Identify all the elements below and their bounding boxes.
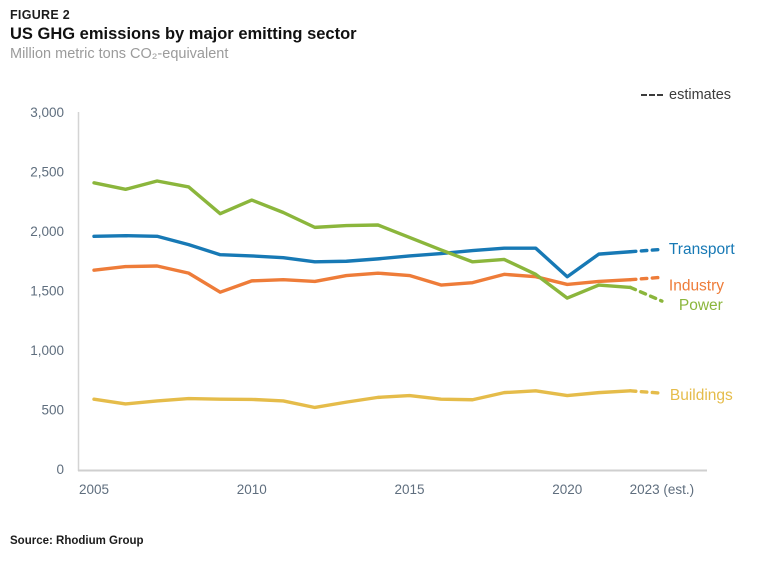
series-line-power: [92, 179, 633, 300]
figure-subtitle: Million metric tons CO₂-equivalent: [10, 46, 229, 62]
estimates-legend: estimates: [641, 87, 731, 103]
series-label-buildings: Buildings: [670, 387, 733, 404]
series-label-power: Power: [679, 297, 723, 314]
series-line-buildings: [92, 389, 633, 410]
series-label-transport: Transport: [669, 241, 735, 258]
y-axis-tick-label: 1,000: [30, 343, 64, 358]
x-axis-tick-label: 2015: [394, 482, 424, 497]
y-axis-tick-label: 2,500: [30, 165, 64, 180]
y-axis-tick-label: 2,000: [30, 224, 64, 239]
figure-title: US GHG emissions by major emitting secto…: [10, 25, 357, 43]
x-axis-tick-label: 2010: [237, 482, 267, 497]
x-axis-tick-label: 2005: [79, 482, 109, 497]
estimates-legend-label: estimates: [669, 87, 732, 103]
series-line-transport: [92, 233, 633, 279]
x-axis-tick-label: 2020: [552, 482, 582, 497]
series-estimate-segment-industry: [628, 275, 664, 282]
x-axis-tick-label: 2023 (est.): [630, 482, 695, 497]
source-attribution: Source: Rhodium Group: [10, 535, 144, 547]
series-estimate-segment-power: [628, 285, 664, 303]
series-estimate-segment-buildings: [628, 389, 664, 395]
y-axis-tick-label: 3,000: [30, 105, 64, 120]
series-line-industry: [92, 264, 633, 294]
y-axis-tick-label: 1,500: [30, 283, 64, 298]
y-axis-tick-label: 0: [56, 462, 64, 477]
series-estimate-segment-transport: [628, 247, 664, 254]
figure-label: FIGURE 2: [10, 8, 71, 22]
emissions-line-chart: 0 500 1,000 1,500 2,000 2,500 3,000 2005 2010 201…: [30, 105, 735, 497]
estimates-dash-icon: [641, 94, 663, 96]
series-label-industry: Industry: [669, 277, 724, 294]
y-axis-tick-label: 500: [41, 402, 64, 417]
